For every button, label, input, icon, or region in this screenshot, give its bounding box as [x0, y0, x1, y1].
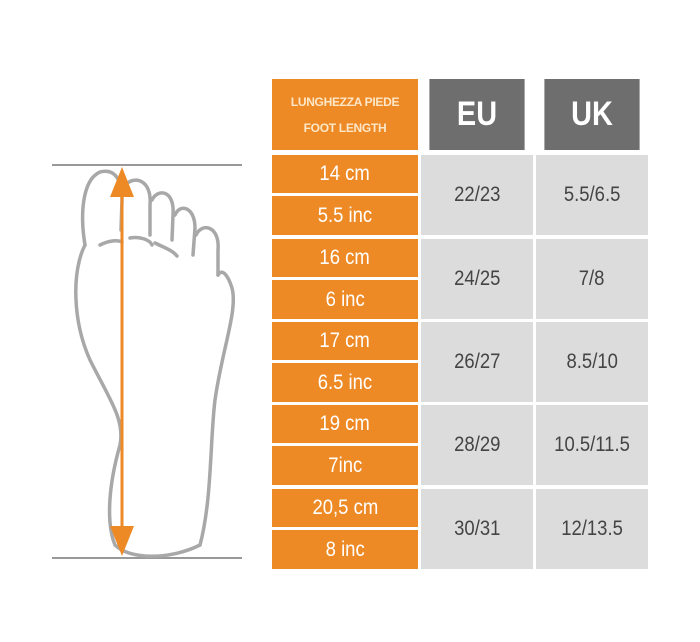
foot-outline-icon [74, 169, 236, 558]
eu-size-cell: 30/31 [421, 489, 533, 569]
eu-size-cell-text: 24/25 [453, 267, 501, 290]
uk-size-cell: 7/8 [536, 239, 648, 319]
length-inch-cell-text: 5.5 inc [317, 203, 373, 227]
length-cm-cell-text: 16 cm [319, 246, 371, 269]
length-inch-cell: 6.5 inc [272, 363, 418, 402]
eu-size-cell-text: 22/23 [453, 183, 501, 206]
uk-size-cell-text: 12/13.5 [561, 517, 623, 540]
length-inch-cell-text: 6 inc [325, 287, 365, 311]
length-inch-cell: 8 inc [272, 530, 418, 569]
length-inch-cell-text: 8 inc [325, 537, 365, 561]
length-cm-cell: 16 cm [272, 239, 418, 277]
eu-size-cell: 26/27 [421, 322, 533, 402]
foot-length-label-it: LUNGHEZZA PIEDE [290, 94, 400, 109]
eu-size-cell: 22/23 [421, 155, 533, 235]
length-cm-cell: 20,5 cm [272, 489, 418, 527]
eu-size-cell: 24/25 [421, 239, 533, 319]
length-cm-cell-text: 20,5 cm [312, 496, 378, 519]
uk-size-cell: 10.5/11.5 [536, 405, 648, 485]
uk-size-cell-text: 8.5/10 [566, 350, 618, 373]
length-cm-cell: 19 cm [272, 405, 418, 443]
length-inch-cell-text: 6.5 inc [317, 370, 373, 394]
length-cm-cell-text: 17 cm [319, 329, 371, 352]
eu-size-cell: 28/29 [421, 405, 533, 485]
uk-size-cell: 5.5/6.5 [536, 155, 648, 235]
foot-length-label-en: FOOT LENGTH [303, 120, 387, 135]
uk-header: UK [544, 79, 640, 150]
length-arrow-icon [110, 167, 134, 556]
length-cm-cell: 14 cm [272, 155, 418, 193]
length-cm-cell-text: 19 cm [319, 412, 371, 435]
eu-header: EU [429, 79, 525, 150]
uk-size-cell-text: 10.5/11.5 [554, 433, 630, 456]
length-cm-cell: 17 cm [272, 322, 418, 360]
eu-size-cell-text: 30/31 [453, 517, 501, 540]
uk-size-cell-text: 5.5/6.5 [563, 183, 621, 206]
eu-size-cell-text: 28/29 [453, 433, 501, 456]
eu-size-cell-text: 26/27 [453, 350, 501, 373]
length-inch-cell: 6 inc [272, 280, 418, 319]
uk-size-cell-text: 7/8 [579, 267, 605, 290]
uk-size-cell: 8.5/10 [536, 322, 648, 402]
foot-illustration [52, 164, 242, 559]
uk-size-cell: 12/13.5 [536, 489, 648, 569]
length-inch-cell-text: 7inc [328, 453, 362, 477]
foot-length-header: LUNGHEZZA PIEDE FOOT LENGTH [272, 79, 418, 150]
length-cm-cell-text: 14 cm [319, 162, 371, 185]
length-inch-cell: 5.5 inc [272, 196, 418, 235]
length-inch-cell: 7inc [272, 446, 418, 485]
